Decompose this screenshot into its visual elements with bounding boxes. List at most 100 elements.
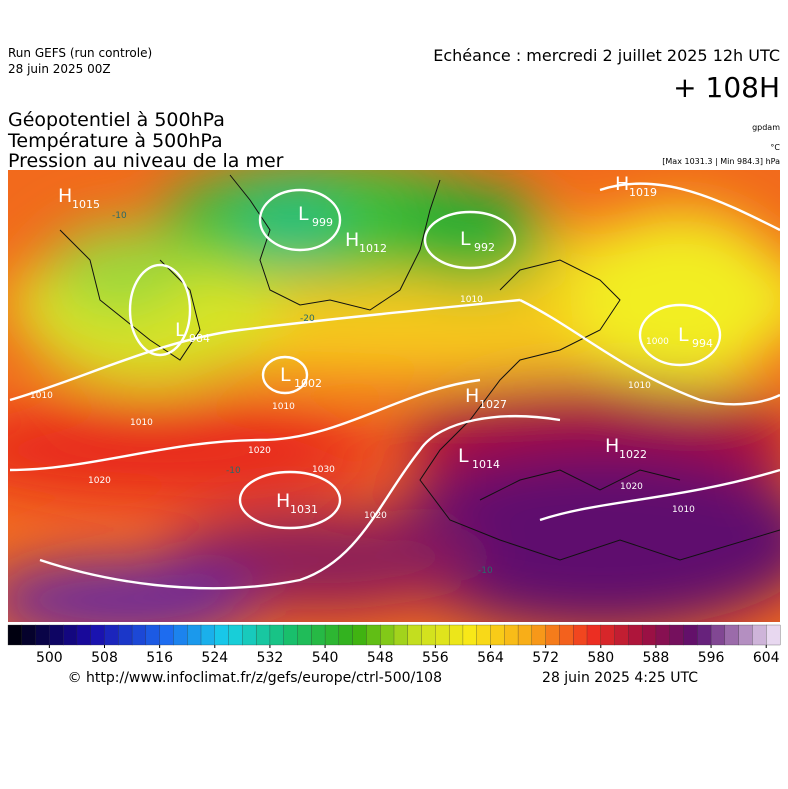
center-value: 1031 <box>290 503 318 516</box>
colorbar-cell <box>614 624 629 646</box>
colorbar-cell <box>393 624 409 646</box>
colorbar-cell <box>228 624 243 646</box>
colorbar-cell <box>76 624 92 646</box>
colorbar-tick-label: 500 <box>36 650 63 666</box>
temperature-label: -20 <box>300 314 315 324</box>
colorbar-cell <box>669 624 684 646</box>
center-letter: L <box>298 203 309 225</box>
isobar-label: 1020 <box>364 511 387 521</box>
center-letter: H <box>276 490 290 512</box>
colorbar-cell <box>435 624 450 646</box>
colorbar-cell <box>187 624 202 646</box>
colorbar-cell <box>517 624 533 646</box>
colorbar-cell <box>269 624 285 646</box>
isobar-label: 1010 <box>272 402 295 412</box>
colorbar: 500 508 516 524 532 540 548 556 564 572 580 588 596 6… <box>7 624 781 666</box>
isobar-label: 1000 <box>646 337 669 347</box>
isobar-label: 1020 <box>88 476 111 486</box>
colorbar-tick-label: 516 <box>146 650 173 666</box>
colorbar-cell <box>380 624 395 646</box>
valid-time: Echéance : mercredi 2 juillet 2025 12h U… <box>433 46 780 65</box>
unit-label: gpdam <box>752 123 780 132</box>
center-value: 1014 <box>472 458 500 471</box>
colorbar-cell <box>476 624 491 646</box>
center-value: 1019 <box>629 186 657 199</box>
colorbar-cell <box>324 624 340 646</box>
colorbar-cell <box>297 624 312 646</box>
colorbar-cell <box>311 624 326 646</box>
colorbar-cell <box>490 624 505 646</box>
center-value: 992 <box>474 241 495 254</box>
colorbar-cell <box>35 624 50 646</box>
isobar-label: 1020 <box>620 482 643 492</box>
center-value: 994 <box>692 337 713 350</box>
colorbar-cell <box>559 624 574 646</box>
colorbar-cell <box>118 624 133 646</box>
colorbar-tick-label: 580 <box>587 650 614 666</box>
field-title: Géopotentiel à 500hPa <box>8 109 225 131</box>
colorbar-cell <box>724 624 740 646</box>
colorbar-tick-label: 540 <box>312 650 339 666</box>
isobar-label: 1020 <box>248 446 271 456</box>
colorbar-cell <box>159 624 174 646</box>
colorbar-cell <box>242 624 257 646</box>
center-letter: H <box>605 435 619 457</box>
lead-time: + 108H <box>673 71 780 104</box>
generated-time: 28 juin 2025 4:25 UTC <box>542 670 698 686</box>
colorbar-tick-label: 572 <box>532 650 559 666</box>
colorbar-tick-label: 564 <box>477 650 504 666</box>
colorbar-cell <box>421 624 436 646</box>
colorbar-cell <box>641 624 657 646</box>
run-date: 28 juin 2025 00Z <box>8 62 111 76</box>
source-link: © http://www.infoclimat.fr/z/gefs/europe… <box>68 670 442 686</box>
colorbar-tick-label: 596 <box>698 650 725 666</box>
run-label: Run GEFS (run controle) <box>8 46 152 60</box>
colorbar-tick-label: 508 <box>91 650 118 666</box>
colorbar-cell <box>586 624 602 646</box>
center-value: 1012 <box>359 242 387 255</box>
colorbar-cell <box>600 624 616 646</box>
colorbar-tick-label: 604 <box>753 650 780 666</box>
center-value: 1022 <box>619 448 647 461</box>
center-letter: L <box>175 319 186 341</box>
field-title: Pression au niveau de la mer <box>8 150 284 172</box>
colorbar-cell <box>738 624 753 646</box>
colorbar-cell <box>504 624 519 646</box>
colorbar-cell <box>531 624 547 646</box>
colorbar-cell <box>655 624 671 646</box>
isobar-label: 1010 <box>672 505 695 515</box>
colorbar-cell <box>752 624 767 646</box>
colorbar-tick-label: 588 <box>643 650 670 666</box>
colorbar-tick-label: 524 <box>201 650 228 666</box>
center-letter: L <box>280 364 291 386</box>
colorbar-cell <box>7 624 23 646</box>
colorbar-cell <box>200 624 216 646</box>
colorbar-cell <box>104 624 119 646</box>
isobar-label: 1010 <box>130 418 153 428</box>
isobar-label: 1010 <box>30 391 53 401</box>
colorbar-cell <box>710 624 726 646</box>
colorbar-cell <box>448 624 464 646</box>
colorbar-cell <box>21 624 37 646</box>
center-value: 984 <box>189 332 210 345</box>
isobar-label: 1010 <box>628 381 651 391</box>
center-letter: H <box>615 173 629 195</box>
colorbar-cell <box>352 624 367 646</box>
colorbar-cell <box>545 624 560 646</box>
temperature-label: -10 <box>226 466 241 476</box>
colorbar-cell <box>90 624 105 646</box>
colorbar-tick-label: 556 <box>422 650 449 666</box>
colorbar-cell <box>683 624 698 646</box>
isobar-label: 1010 <box>460 295 483 305</box>
unit-label: °C <box>770 143 780 152</box>
colorbar-cell <box>49 624 64 646</box>
colorbar-tick-label: 532 <box>257 650 284 666</box>
colorbar-cell <box>628 624 643 646</box>
center-letter: L <box>460 228 471 250</box>
field-title: Température à 500hPa <box>7 130 223 152</box>
unit-label: [Max 1031.3 | Min 984.3] hPa <box>662 157 780 166</box>
colorbar-cell <box>573 624 588 646</box>
